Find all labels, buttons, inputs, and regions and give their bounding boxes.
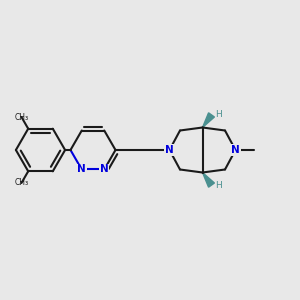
Text: N: N	[100, 164, 108, 175]
Text: N: N	[165, 145, 174, 155]
Polygon shape	[202, 172, 214, 187]
Text: N: N	[78, 164, 86, 175]
Polygon shape	[202, 113, 214, 128]
Text: N: N	[165, 145, 174, 155]
Text: N: N	[77, 164, 86, 175]
Text: N: N	[231, 145, 240, 155]
Text: CH₃: CH₃	[14, 112, 28, 122]
Text: N: N	[100, 164, 109, 175]
Text: H: H	[215, 181, 222, 190]
Text: N: N	[231, 145, 240, 155]
Text: CH₃: CH₃	[14, 178, 28, 188]
Text: H: H	[215, 110, 222, 119]
